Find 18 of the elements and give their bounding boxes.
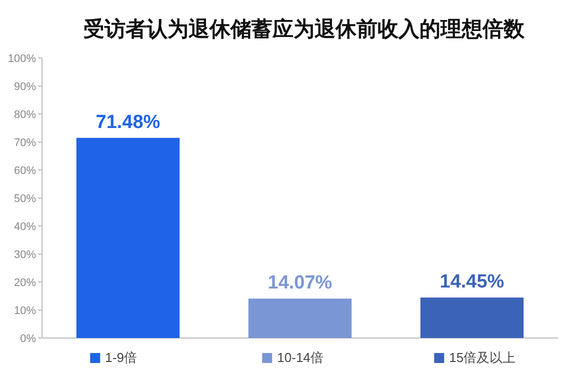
y-tick-label: 50% [14, 193, 36, 205]
legend-label: 1-9倍 [105, 350, 137, 365]
y-tick-label: 90% [14, 81, 36, 93]
y-tick-label: 100% [8, 53, 36, 65]
data-label: 14.07% [268, 272, 332, 294]
y-tick-label: 70% [14, 137, 36, 149]
data-label: 14.45% [440, 272, 504, 293]
y-tick-label: 10% [14, 305, 36, 317]
data-label: 71.48% [96, 112, 160, 133]
y-tick-label: 20% [14, 277, 36, 289]
y-tick-label: 80% [14, 109, 36, 121]
y-tick-label: 60% [14, 165, 36, 177]
legend-label: 15倍及以上 [449, 350, 516, 365]
y-tick-label: 40% [14, 221, 36, 233]
chart-title: 受访者认为退休储蓄应为退休前收入的理想倍数 [84, 17, 526, 41]
y-tick-label: 0% [20, 333, 36, 345]
y-tick-label: 30% [14, 249, 36, 261]
legend-label: 10-14倍 [277, 350, 324, 365]
